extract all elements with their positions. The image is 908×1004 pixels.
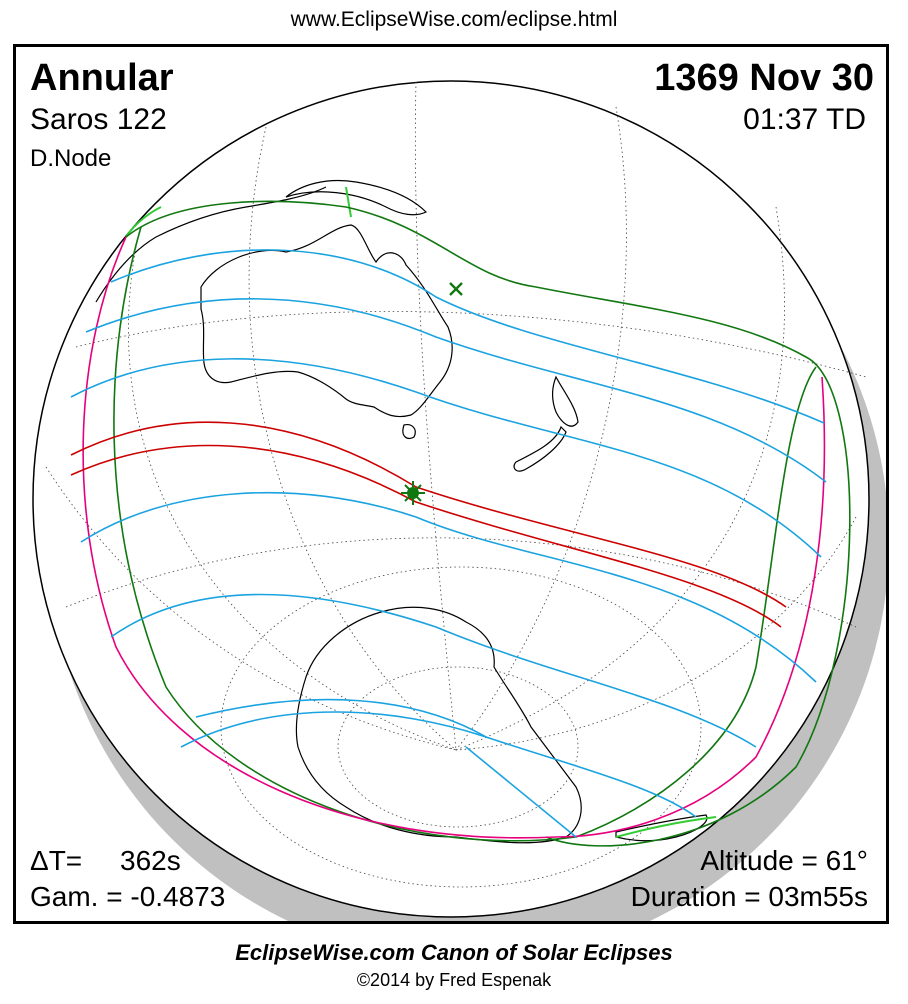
outer-limit-east <box>575 366 817 838</box>
gamma-value: Gam. = -0.4873 <box>30 881 226 912</box>
delta-t-value: 362s <box>120 845 181 876</box>
eclipse-date: 1369 Nov 30 <box>654 57 874 99</box>
penumbral-lines <box>70 249 827 838</box>
node-label: D.Node <box>30 145 112 172</box>
rise-set-curve-west <box>82 236 557 839</box>
delta-t-label: ΔT= <box>30 845 83 876</box>
asia-coast <box>95 186 327 303</box>
delta-t: ΔT= 362s <box>30 845 181 877</box>
new-guinea-outline <box>285 179 428 216</box>
new-zealand-north <box>552 375 579 427</box>
copyright: ©2014 by Fred Espenak <box>356 970 552 990</box>
south-america-tip <box>615 814 708 842</box>
canon-title: EclipseWise.com Canon of Solar Eclipses <box>235 940 673 965</box>
antarctica-outline <box>295 606 582 844</box>
outer-limit-north <box>125 200 851 847</box>
australia-outline <box>200 224 453 418</box>
subsolar-x-mark-icon <box>449 282 463 296</box>
continent-outlines <box>95 179 708 844</box>
altitude-value: Altitude = 61° <box>700 845 868 876</box>
new-zealand-south <box>513 425 567 472</box>
eclipse-type: Annular <box>30 57 174 99</box>
graticule <box>45 81 867 888</box>
saros-number: Saros 122 <box>30 103 167 136</box>
eclipse-time: 01:37 TD <box>743 103 866 136</box>
eclipse-map <box>32 80 886 921</box>
rise-set-curve-east <box>555 376 826 838</box>
source-url[interactable]: www.EclipseWise.com/eclipse.html <box>290 8 618 31</box>
central-path <box>70 421 787 628</box>
outer-limit-west <box>113 226 577 842</box>
duration-value: Duration = 03m55s <box>630 881 868 912</box>
map-frame: Annular Saros 122 D.Node 1369 Nov 30 01:… <box>13 44 889 924</box>
tasmania-outline <box>402 424 416 440</box>
land-highlights <box>125 186 717 838</box>
greatest-eclipse-star-icon <box>401 481 425 505</box>
